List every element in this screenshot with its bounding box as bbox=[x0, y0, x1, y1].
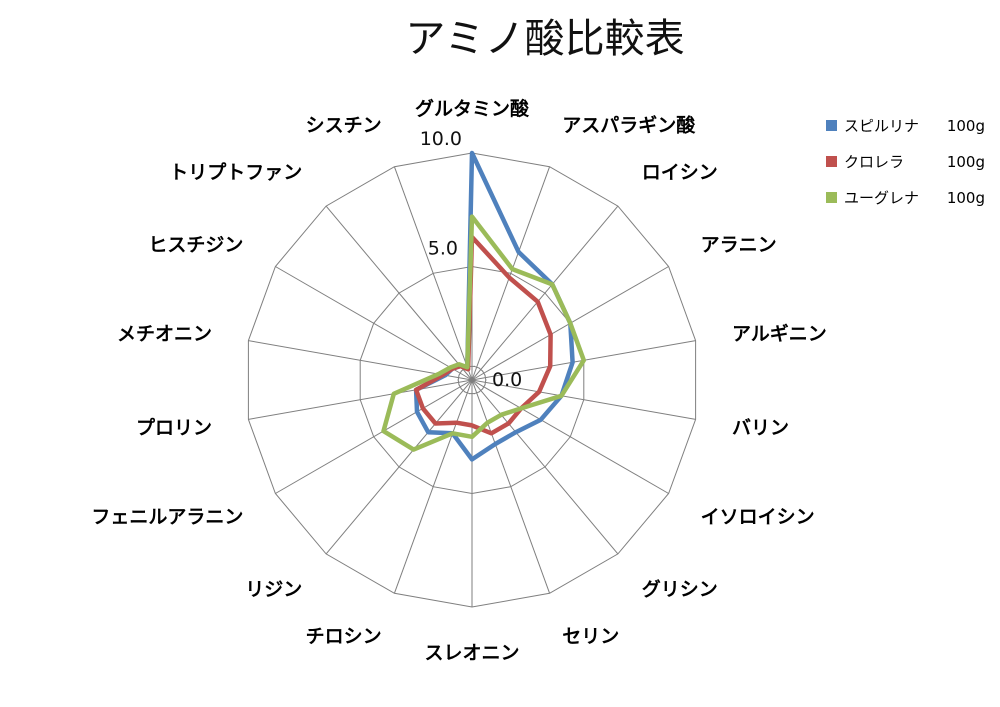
grid-spoke bbox=[393, 379, 473, 594]
legend-swatch bbox=[826, 156, 837, 167]
legend: スピルリナ 100g クロレラ 100g ユーグレナ 100g bbox=[826, 117, 985, 207]
grid-spoke bbox=[471, 379, 551, 594]
legend-label: ユーグレナ bbox=[844, 189, 919, 207]
legend-swatch bbox=[826, 120, 837, 131]
tick-label: 0.0 bbox=[492, 369, 522, 391]
axis-label: アルギニン bbox=[732, 323, 827, 345]
axis-label: プロリン bbox=[136, 416, 212, 439]
axis-label: リジン bbox=[245, 578, 302, 600]
grid-spoke bbox=[471, 166, 551, 381]
axis-label: ロイシン bbox=[642, 162, 718, 184]
axis-label: イソロイシン bbox=[701, 506, 815, 528]
radial-tick-labels: 10.0 5.0 0.0 bbox=[420, 128, 523, 391]
series-line-1 bbox=[413, 150, 575, 462]
axis-label: アラニン bbox=[701, 234, 777, 256]
legend-amount: 100g bbox=[947, 153, 985, 171]
legend-amount: 100g bbox=[947, 189, 985, 207]
grid-spoke bbox=[471, 379, 669, 494]
grid-spoke bbox=[248, 379, 473, 420]
legend-amount: 100g bbox=[947, 117, 985, 135]
axis-label: メチオニン bbox=[117, 323, 212, 345]
grid-spoke bbox=[325, 379, 473, 555]
axis-label: シスチン bbox=[306, 114, 382, 136]
grid-spoke bbox=[275, 379, 473, 494]
radar-series bbox=[381, 150, 587, 462]
axis-label: グリシン bbox=[642, 577, 718, 600]
legend-label: クロレラ bbox=[844, 153, 904, 171]
grid-spoke bbox=[393, 166, 473, 381]
axis-label: チロシン bbox=[306, 626, 382, 648]
legend-label: スピルリナ bbox=[844, 117, 919, 135]
axis-label: グルタミン酸 bbox=[415, 97, 530, 120]
grid-spoke bbox=[471, 379, 619, 555]
radar-grid bbox=[247, 152, 697, 608]
grid-spoke bbox=[325, 205, 473, 381]
axis-label: トリプトファン bbox=[169, 161, 302, 184]
axis-label: スレオニン bbox=[424, 642, 519, 664]
axis-label: セリン bbox=[562, 626, 619, 648]
axis-label: バリン bbox=[732, 417, 789, 439]
axis-label: ヒスチジン bbox=[148, 234, 243, 256]
tick-label: 10.0 bbox=[420, 128, 462, 150]
grid-spoke bbox=[275, 266, 473, 381]
grid-spoke bbox=[471, 379, 696, 420]
axis-label: フェニルアラニン bbox=[91, 506, 243, 528]
axis-labels: グルタミン酸アスパラギン酸ロイシンアラニンアルギニンバリンイソロイシングリシンセ… bbox=[91, 97, 826, 664]
chart-title: アミノ酸比較表 bbox=[405, 16, 684, 62]
tick-label: 5.0 bbox=[428, 238, 458, 260]
series-line-3 bbox=[381, 214, 587, 452]
axis-label: アスパラギン酸 bbox=[562, 113, 696, 136]
grid-spoke bbox=[471, 205, 619, 381]
legend-swatch bbox=[826, 192, 837, 203]
